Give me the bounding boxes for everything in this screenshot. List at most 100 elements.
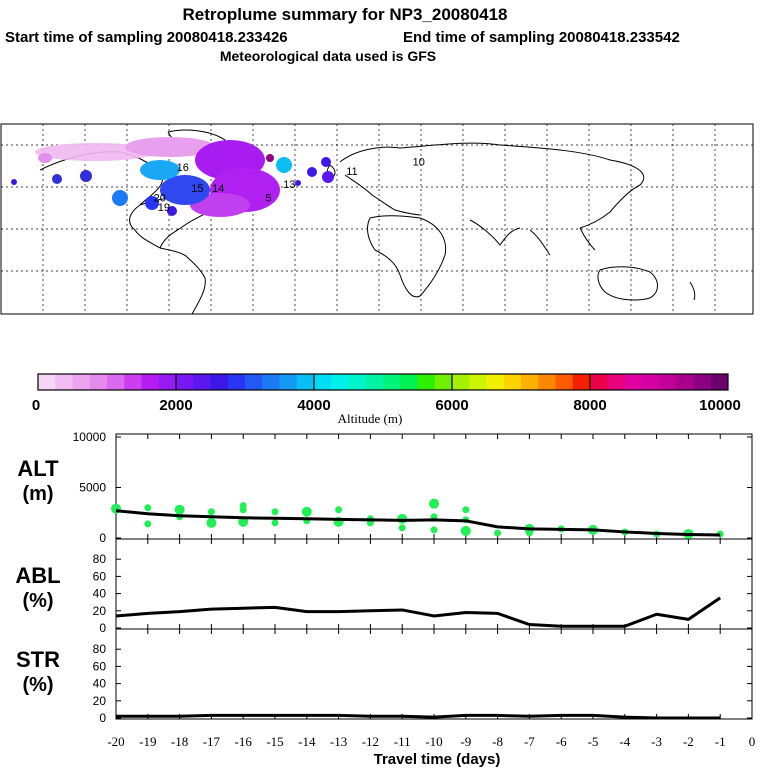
str-y-tick-label-20: 20	[93, 694, 107, 708]
colorbar-axis-label: Altitude (m)	[338, 411, 403, 426]
colorbar-cell-1	[55, 374, 73, 390]
alt-point-8	[240, 502, 247, 509]
x-tick-label-0: 0	[749, 734, 756, 749]
colorbar-cell-39	[711, 374, 729, 390]
colorbar-cell-5	[124, 374, 142, 390]
colorbar-tick-8000: 8000	[573, 397, 606, 414]
x-tick-label--13: -13	[330, 734, 347, 749]
colorbar-cell-18	[349, 374, 367, 390]
map-day-label-0: 16	[177, 162, 189, 174]
x-tick-label--8: -8	[492, 734, 503, 749]
x-tick-label--12: -12	[362, 734, 379, 749]
abl-label: ABL	[15, 563, 60, 588]
colorbar-cell-13	[262, 374, 280, 390]
x-tick-label--17: -17	[203, 734, 221, 749]
colorbar-cell-9	[193, 374, 211, 390]
end-time-label: End time of sampling 20080418.233542	[403, 29, 680, 46]
colorbar-tick-0: 0	[32, 397, 40, 414]
x-tick-label--7: -7	[524, 734, 535, 749]
start-time-label: Start time of sampling 20080418.233426	[5, 29, 288, 46]
alt-point-11	[272, 519, 279, 526]
colorbar-cell-11	[228, 374, 246, 390]
colorbar-cell-14	[280, 374, 298, 390]
colorbar-cell-33	[607, 374, 625, 390]
colorbar-cell-25	[469, 374, 487, 390]
x-tick-label--5: -5	[588, 734, 599, 749]
colorbar-cell-29	[538, 374, 556, 390]
x-tick-label--19: -19	[139, 734, 156, 749]
abl-y-tick-label-20: 20	[93, 604, 107, 618]
colorbar-cell-30	[556, 374, 574, 390]
colorbar-tick-10000: 10000	[699, 397, 741, 414]
alt-y-tick-label-10000: 10000	[73, 430, 107, 444]
colorbar-cell-24	[452, 374, 470, 390]
colorbar-cell-36	[659, 374, 677, 390]
str-y-tick-label-60: 60	[93, 659, 107, 673]
colorbar-cell-8	[176, 374, 194, 390]
x-tick-label--11: -11	[394, 734, 411, 749]
alt-point-28	[526, 529, 533, 536]
map-day-label-7: 11	[346, 166, 357, 178]
colorbar-cell-17	[331, 374, 349, 390]
str-y-tick-label-80: 80	[93, 642, 107, 656]
colorbar-tick-4000: 4000	[297, 397, 330, 414]
colorbar-cell-6	[142, 374, 160, 390]
met-data-label: Meteorological data used is GFS	[220, 48, 436, 64]
str-panel-frame	[116, 629, 752, 719]
str-y-tick-label-0: 0	[99, 711, 106, 725]
alt-point-5	[208, 508, 215, 515]
abl-y-tick-label-80: 80	[93, 552, 107, 566]
colorbar-cell-34	[625, 374, 643, 390]
map-day-label-1: 10	[413, 156, 425, 168]
plot-title: Retroplume summary for NP3_20080418	[182, 5, 507, 24]
altitude-colorbar: 0 2000 4000 6000 8000 10000 Altitude (m)	[32, 374, 741, 426]
str-y-tick-label-40: 40	[93, 677, 107, 691]
colorbar-cell-38	[694, 374, 712, 390]
timeseries-panels: ALT (m) ABL (%) STR (%) 0 5000 10000 0 20 40 6…	[15, 430, 755, 768]
colorbar-cell-7	[159, 374, 177, 390]
colorbar-cell-10	[211, 374, 229, 390]
alt-point-26	[494, 529, 501, 536]
colorbar-cell-28	[521, 374, 539, 390]
abl-unit: (%)	[22, 590, 53, 612]
alt-point-6	[206, 518, 216, 528]
alt-y-tick-label-0: 0	[99, 531, 106, 545]
str-series-line	[116, 715, 720, 718]
alt-y-tick-label-5000: 5000	[79, 481, 106, 495]
alt-point-12	[302, 507, 312, 517]
alt-unit: (m)	[22, 483, 53, 505]
alt-point-10	[272, 508, 279, 515]
abl-y-tick-label-40: 40	[93, 587, 107, 601]
colorbar-cell-21	[400, 374, 418, 390]
alt-point-19	[399, 524, 406, 531]
x-tick-label--1: -1	[715, 734, 726, 749]
colorbar-tick-6000: 6000	[435, 397, 468, 414]
colorbar-cell-23	[435, 374, 453, 390]
x-tick-label--9: -9	[460, 734, 471, 749]
alt-point-23	[462, 506, 469, 513]
alt-point-3	[175, 505, 185, 515]
colorbar-cell-3	[90, 374, 108, 390]
abl-series-line	[116, 598, 720, 626]
str-label: STR	[16, 647, 60, 672]
x-tick-label--18: -18	[171, 734, 188, 749]
alt-point-1	[144, 504, 151, 511]
x-tick-label--2: -2	[683, 734, 694, 749]
colorbar-cell-26	[487, 374, 505, 390]
x-tick-label--20: -20	[107, 734, 124, 749]
colorbar-cell-2	[73, 374, 91, 390]
colorbar-cell-19	[366, 374, 384, 390]
alt-label: ALT	[17, 456, 59, 481]
colorbar-cell-0	[38, 374, 56, 390]
x-tick-label--14: -14	[298, 734, 316, 749]
x-tick-label--15: -15	[266, 734, 283, 749]
colorbar-cell-15	[297, 374, 315, 390]
alt-point-24	[461, 526, 471, 536]
colorbar-cell-4	[107, 374, 125, 390]
colorbar-tick-2000: 2000	[159, 397, 192, 414]
x-tick-label--3: -3	[651, 734, 662, 749]
colorbar-cell-20	[383, 374, 401, 390]
alt-point-22	[431, 526, 438, 533]
x-tick-label--6: -6	[556, 734, 567, 749]
